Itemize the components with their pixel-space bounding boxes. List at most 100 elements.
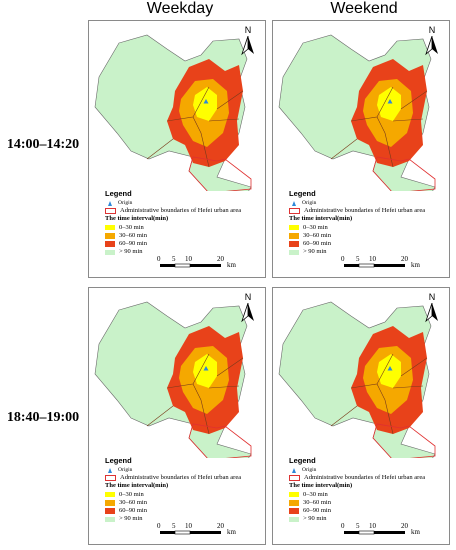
class-swatch [289, 508, 299, 514]
legend-class: 60–90 min [289, 507, 445, 515]
legend-boundary: Administrative boundaries of Hefei urban… [289, 474, 445, 482]
scale-unit: km [411, 261, 420, 269]
origin-marker [387, 366, 393, 371]
legend-class: 30–60 min [289, 499, 445, 507]
class-swatch [105, 241, 115, 247]
boundary-swatch [105, 475, 116, 482]
north-label: N [428, 292, 436, 302]
legend-class-label: 30–60 min [119, 498, 147, 506]
legend: Legend Origin Administrative boundaries … [289, 189, 445, 256]
isochrone-map [278, 301, 436, 458]
district-boundaries [146, 353, 244, 435]
legend-class-label: > 90 min [119, 515, 143, 523]
zone-0-30 [377, 87, 401, 121]
scale-bar: 0 5 10 20 km [157, 255, 236, 271]
scale-bar-graphic [344, 263, 405, 268]
admin-boundary [188, 423, 252, 458]
legend-title: Legend [105, 456, 132, 465]
scale-bar: 0 5 10 20 km [157, 522, 236, 538]
scale-tick-label: 0 [341, 255, 345, 263]
legend-title: Legend [289, 456, 316, 465]
map-panel-weekday-afternoon: N Legend Origin Administrative boundarie… [88, 20, 266, 278]
class-swatch [289, 500, 299, 506]
row-title-evening: 18:40–19:00 [6, 410, 80, 425]
scale-tick-label: 20 [217, 255, 224, 263]
legend-interval-title: The time interval(min) [105, 215, 169, 223]
isochrone-map [94, 301, 252, 458]
class-swatch [105, 233, 115, 239]
row-title-afternoon: 14:00–14:20 [6, 137, 80, 152]
boundary-swatch [289, 208, 300, 215]
class-swatch [289, 249, 299, 256]
legend-boundary: Administrative boundaries of Hefei urban… [105, 474, 261, 482]
north-arrow: N [237, 292, 259, 324]
legend: Legend Origin Administrative boundaries … [289, 456, 445, 523]
north-arrow: N [421, 292, 443, 324]
origin-triangle-icon [108, 467, 112, 473]
origin-marker [387, 99, 393, 104]
scale-tick-label: 5 [172, 522, 176, 530]
admin-boundary [372, 423, 436, 458]
scale-unit: km [227, 528, 236, 536]
legend-boundary-label: Administrative boundaries of Hefei urban… [120, 207, 242, 215]
class-swatch [105, 516, 115, 523]
legend-class-label: 60–90 min [119, 507, 147, 515]
legend-class-label: 60–90 min [119, 240, 147, 248]
class-swatch [289, 224, 299, 231]
legend-class: > 90 min [105, 515, 261, 523]
scale-tick-label: 5 [172, 255, 176, 263]
north-arrow-icon [241, 36, 254, 56]
legend-class: 0–30 min [289, 491, 445, 499]
legend: Legend Origin Administrative boundaries … [105, 456, 261, 523]
legend-origin: Origin [289, 199, 445, 207]
zone-0-30 [193, 354, 217, 388]
scale-tick-label: 5 [356, 255, 360, 263]
legend-class: 0–30 min [289, 224, 445, 232]
district-boundaries [330, 86, 428, 168]
north-arrow-icon [241, 303, 254, 323]
legend-class-label: 0–30 min [303, 490, 328, 498]
column-title-weekend: Weekend [330, 0, 398, 17]
class-swatch [289, 516, 299, 523]
origin-triangle-icon [292, 200, 296, 206]
legend-class: 0–30 min [105, 224, 261, 232]
boundary-swatch [289, 475, 300, 482]
legend-class: 60–90 min [105, 507, 261, 515]
scale-bar: 0 5 10 20 km [341, 522, 420, 538]
boundary-swatch [105, 208, 116, 215]
legend-interval-title: The time interval(min) [105, 482, 169, 490]
legend-origin: Origin [289, 466, 445, 474]
legend-boundary-label: Administrative boundaries of Hefei urban… [120, 474, 242, 482]
class-swatch [105, 249, 115, 256]
map-panel-weekend-afternoon: N Legend Origin Administrative boundarie… [272, 20, 450, 278]
scale-tick-label: 20 [217, 522, 224, 530]
class-swatch [289, 491, 299, 498]
isochrone-map [278, 34, 436, 191]
legend-class: 0–30 min [105, 491, 261, 499]
scale-tick-label: 20 [401, 522, 408, 530]
legend: Legend Origin Administrative boundaries … [105, 189, 261, 256]
class-swatch [105, 224, 115, 231]
scale-bar-graphic [160, 263, 221, 268]
scale-unit: km [411, 528, 420, 536]
scale-tick-label: 10 [369, 522, 376, 530]
district-boundaries [330, 353, 428, 435]
isochrone-map [94, 34, 252, 191]
scale-tick-label: 10 [185, 522, 192, 530]
north-arrow-icon [425, 303, 438, 323]
legend-title: Legend [289, 189, 316, 198]
legend-origin-label: Origin [302, 467, 317, 473]
legend-title: Legend [105, 189, 132, 198]
class-swatch [289, 241, 299, 247]
legend-origin-label: Origin [302, 200, 317, 206]
zone-0-30 [193, 87, 217, 121]
legend-boundary: Administrative boundaries of Hefei urban… [289, 207, 445, 215]
admin-boundary [188, 156, 252, 191]
origin-marker [203, 366, 209, 371]
legend-origin: Origin [105, 199, 261, 207]
scale-tick-label: 10 [369, 255, 376, 263]
north-arrow: N [421, 25, 443, 57]
legend-origin-label: Origin [118, 200, 133, 206]
legend-class: > 90 min [105, 248, 261, 256]
zone-0-30 [377, 354, 401, 388]
